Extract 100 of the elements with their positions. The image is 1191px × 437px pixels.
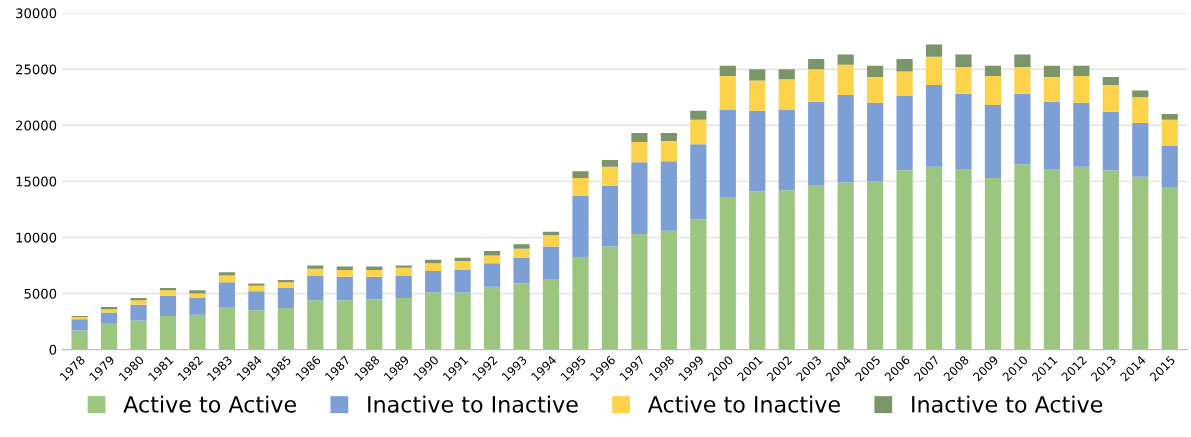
bar xyxy=(601,185,619,247)
bar xyxy=(71,319,88,331)
y-tick-label: 25000 xyxy=(16,64,57,75)
bar xyxy=(719,109,736,198)
bar xyxy=(513,283,530,350)
bar xyxy=(542,278,560,350)
bar xyxy=(1132,123,1149,177)
bar xyxy=(808,69,825,102)
y-tick-label: 5000 xyxy=(24,288,57,299)
bar xyxy=(483,263,501,287)
bar xyxy=(955,54,972,67)
bar xyxy=(130,300,147,305)
bar xyxy=(808,185,825,350)
bar xyxy=(660,133,677,141)
bar xyxy=(100,323,118,350)
bar xyxy=(572,195,589,258)
bar xyxy=(189,298,206,315)
bar xyxy=(366,299,383,350)
bar xyxy=(159,290,177,296)
bar xyxy=(749,80,766,111)
legend-label: Inactive to Inactive xyxy=(368,395,578,413)
bar xyxy=(1014,164,1031,350)
bar xyxy=(572,171,589,178)
bar xyxy=(690,144,707,220)
bar xyxy=(867,181,884,350)
bar xyxy=(1043,169,1060,350)
bar xyxy=(896,71,913,97)
bar xyxy=(1161,186,1178,350)
bar xyxy=(1161,145,1178,187)
bar xyxy=(189,290,206,294)
bar xyxy=(307,300,324,350)
bar xyxy=(336,269,353,277)
bar xyxy=(631,162,648,235)
legend-label: Inactive to Active xyxy=(912,395,1103,413)
bar xyxy=(189,314,206,350)
bar xyxy=(1161,119,1178,146)
bar xyxy=(778,109,795,191)
bar xyxy=(690,119,707,145)
bar xyxy=(395,275,412,298)
bar xyxy=(955,93,972,170)
legend-label: Active to Inactive xyxy=(647,395,840,413)
bar xyxy=(1073,75,1090,103)
bar xyxy=(1014,93,1031,165)
bar xyxy=(719,75,736,110)
bar xyxy=(189,293,206,298)
bar xyxy=(690,219,707,350)
bar xyxy=(778,190,795,350)
bar xyxy=(660,140,677,162)
bar xyxy=(366,276,383,300)
bar xyxy=(925,44,943,57)
bar xyxy=(454,260,471,270)
bar xyxy=(867,77,884,103)
bar xyxy=(1073,166,1090,350)
bar xyxy=(100,312,118,324)
bar xyxy=(513,257,530,284)
bar xyxy=(749,191,766,350)
bar xyxy=(1132,176,1149,350)
bar xyxy=(218,272,236,276)
bar xyxy=(1043,101,1060,170)
bar xyxy=(130,298,147,301)
bar xyxy=(984,65,1002,76)
bar xyxy=(1102,170,1119,350)
bar xyxy=(808,59,825,70)
bar xyxy=(1102,84,1119,112)
bar xyxy=(218,282,236,307)
bar xyxy=(1132,97,1149,124)
bar xyxy=(955,169,972,350)
bar xyxy=(1043,77,1060,102)
bar xyxy=(837,182,854,350)
bar xyxy=(248,283,265,286)
bar xyxy=(690,110,707,120)
bar xyxy=(896,59,913,72)
y-tick-label: 10000 xyxy=(16,232,57,243)
bar xyxy=(1161,114,1178,120)
bar xyxy=(307,268,324,276)
bar xyxy=(307,275,324,301)
bar xyxy=(631,234,648,350)
bar xyxy=(572,177,589,196)
bar xyxy=(277,287,294,309)
bar xyxy=(1043,65,1060,78)
bar xyxy=(1102,111,1119,171)
bar xyxy=(130,320,147,350)
bar xyxy=(601,160,619,167)
bar xyxy=(336,300,353,350)
bar xyxy=(277,308,294,350)
bar xyxy=(71,330,88,350)
bar xyxy=(572,257,589,350)
bar xyxy=(277,282,294,288)
bar xyxy=(483,255,501,264)
bar xyxy=(159,295,177,316)
bar xyxy=(425,263,442,272)
bar xyxy=(366,269,383,277)
bar xyxy=(601,246,619,350)
bar xyxy=(837,94,854,183)
bar xyxy=(395,265,412,268)
bar xyxy=(955,66,972,94)
bar xyxy=(1102,77,1119,85)
bar xyxy=(719,197,736,350)
bar xyxy=(984,177,1002,350)
bar xyxy=(395,267,412,276)
